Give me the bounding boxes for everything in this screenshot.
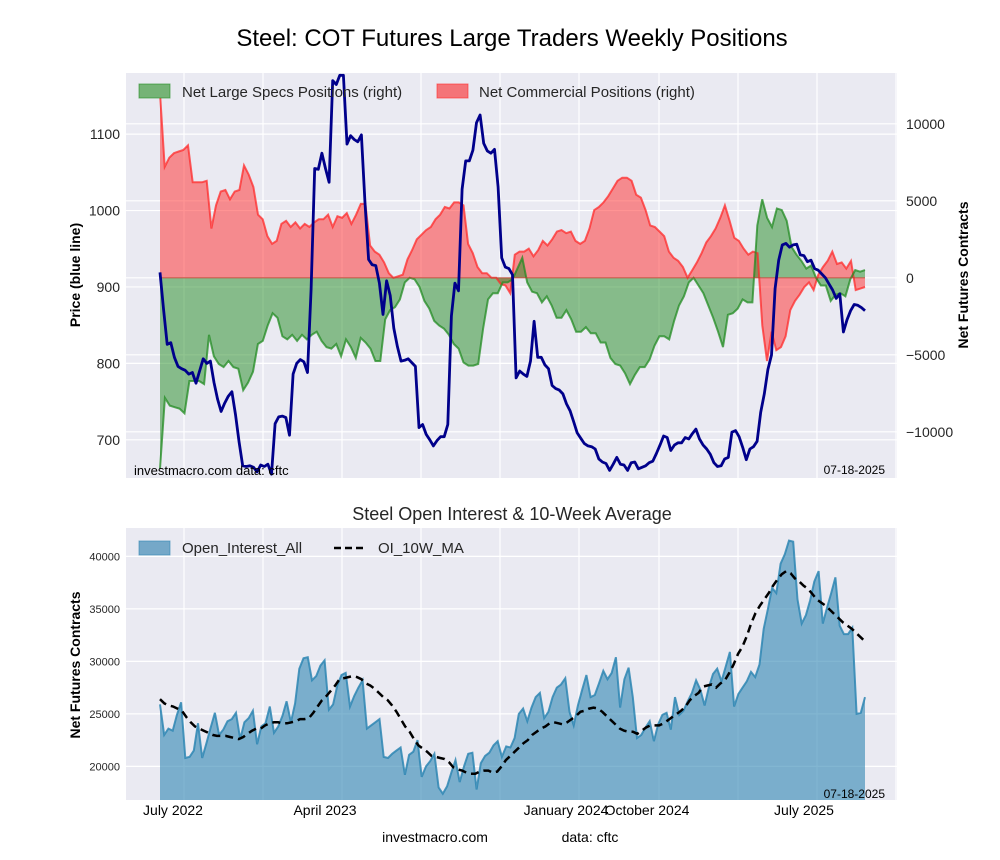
figure-title: Steel: COT Futures Large Traders Weekly … [236,25,787,52]
legend-label-ma: OI_10W_MA [378,540,464,557]
net-tick-label: 0 [906,270,914,286]
positions-legend: Net Large Specs Positions (right) Net Co… [138,83,695,101]
legend-label-commercial: Net Commercial Positions (right) [479,84,695,101]
open-interest-area [160,540,865,800]
open-interest-axis-label: Net Futures Contracts [67,591,83,738]
open-interest-legend: Open_Interest_All OI_10W_MA [138,540,464,557]
price-axis-ticks: 700 800 900 1000 1100 [89,126,120,448]
price-axis-label: Price (blue line) [67,223,83,327]
price-tick-label: 900 [97,279,121,295]
positions-source-note: investmacro.com data: cftc [134,463,289,478]
open-interest-axis-ticks: 20000 25000 30000 35000 40000 [89,551,120,773]
positions-lines [158,73,866,476]
open-interest-title: Steel Open Interest & 10-Week Average [352,504,672,524]
net-tick-label: 5000 [906,193,937,209]
oi-moving-average-line [159,569,866,775]
date-tick-label: July 2025 [774,802,834,818]
legend-swatch-commercial [436,83,469,99]
open-interest-areas [160,540,865,800]
price-line [158,73,866,476]
date-tick-label: January 2024 [524,802,609,818]
positions-gridlines [126,73,897,478]
date-tick-label: July 2022 [143,802,203,818]
open-interest-chart: Steel Open Interest & 10-Week Average 20… [67,504,897,818]
price-tick-label: 1000 [89,203,120,219]
legend-label-open-interest: Open_Interest_All [182,540,302,557]
commercial-area [160,93,865,361]
oi-tick-label: 35000 [89,604,120,616]
oi-tick-label: 40000 [89,551,120,563]
legend-swatch-open-interest [138,540,171,556]
price-tick-label: 700 [97,432,121,448]
oi-tick-label: 30000 [89,656,120,668]
open-interest-date-note: 07-18-2025 [824,787,886,801]
date-tick-label: October 2024 [605,802,690,818]
net-contracts-axis-label: Net Futures Contracts [955,201,971,348]
open-interest-lines [159,539,866,796]
oi-tick-label: 20000 [89,761,120,773]
footer-site: investmacro.com [382,829,488,845]
oi-tick-label: 25000 [89,709,120,721]
net-tick-label: −10000 [906,424,953,440]
net-contracts-axis-ticks: −10000 −5000 0 5000 10000 [906,116,953,440]
net-tick-label: −5000 [906,347,946,363]
price-tick-label: 1100 [90,126,120,142]
legend-label-specs: Net Large Specs Positions (right) [182,84,402,101]
legend-swatch-specs [138,83,171,99]
price-tick-label: 800 [97,355,121,371]
open-interest-line [159,539,866,796]
positions-date-note: 07-18-2025 [824,463,886,477]
footer-source: data: cftc [562,829,619,845]
date-tick-label: April 2023 [293,802,356,818]
net-tick-label: 10000 [906,116,945,132]
